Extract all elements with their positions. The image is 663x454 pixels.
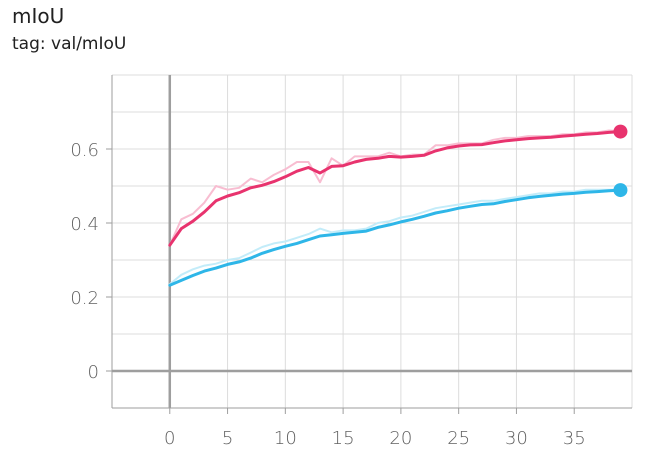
x-tick-label: 30: [505, 428, 528, 449]
x-tick-label: 10: [274, 428, 297, 449]
y-tick-label: 0.2: [70, 288, 99, 309]
y-tick-label: 0.4: [70, 214, 99, 235]
x-tick-label: 5: [222, 428, 233, 449]
series-line-2: [168, 188, 622, 287]
series-end-marker-2: [613, 183, 628, 198]
series-raw-line-2: [168, 188, 622, 286]
x-tick-label: 0: [164, 428, 175, 449]
series-end-marker-1: [613, 124, 628, 139]
chart-tag: tag: val/mIoU: [12, 34, 127, 54]
chart-title: mIoU: [12, 4, 65, 28]
x-tick-label: 20: [389, 428, 412, 449]
series-line-1: [168, 130, 622, 247]
x-tick-label: 15: [332, 428, 355, 449]
x-tick-label: 35: [563, 428, 586, 449]
y-tick-label: 0.6: [70, 140, 99, 161]
y-tick-label: 0: [88, 362, 99, 383]
x-tick-label: 25: [447, 428, 470, 449]
series-raw-line-1: [168, 129, 622, 247]
